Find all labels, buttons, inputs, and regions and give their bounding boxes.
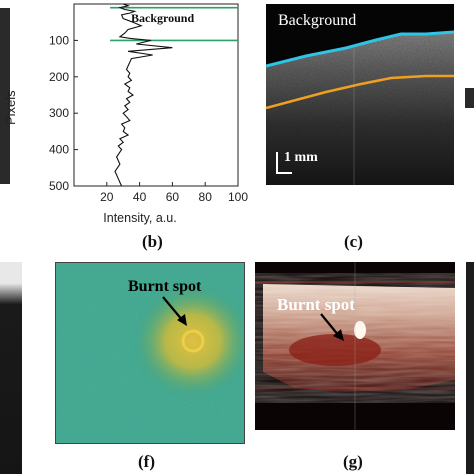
x-tick-label: 60 <box>166 190 180 204</box>
panel-f-burnt-label: Burnt spot <box>128 278 202 295</box>
panel-b-xlabel: Intensity, a.u. <box>103 211 177 225</box>
panel-b-chart: 100 200 300 400 500 20 40 60 80 100 <box>49 3 248 204</box>
panel-g-burnt-label: Burnt spot <box>277 295 355 314</box>
surface-boundary <box>266 30 454 68</box>
panel-a-fragment <box>0 8 10 184</box>
panel-h-fragment <box>466 262 474 474</box>
panel-g-arrow <box>320 313 344 341</box>
panel-g-caption: (g) <box>343 452 363 471</box>
intensity-profile-line <box>114 3 173 187</box>
panel-f-arrow <box>162 296 187 326</box>
panel-c-scale-bar <box>276 152 292 174</box>
panel-c-scan <box>266 30 454 185</box>
panel-f-caption: (f) <box>138 452 155 471</box>
panel-e-fragment <box>0 262 22 474</box>
x-tick-label: 100 <box>228 190 248 204</box>
y-tick-label: 400 <box>49 143 69 157</box>
panel-d-fragment <box>465 88 474 108</box>
x-tick-label: 40 <box>133 190 147 204</box>
panel-b-background-label: Background <box>131 11 195 25</box>
panel-c-caption: (c) <box>344 232 363 251</box>
panel-g-image <box>255 262 455 430</box>
panel-f-image <box>55 262 245 444</box>
plot-frame <box>73 3 239 187</box>
panel-f-map <box>56 263 244 443</box>
y-tick-label: 100 <box>49 33 69 47</box>
panel-c-image <box>266 4 454 185</box>
panel-b-ylabel: Pixels <box>3 90 18 125</box>
panel-c-scale-label: 1 mm <box>284 150 318 165</box>
x-tick-label: 80 <box>199 190 213 204</box>
panel-g-volume <box>255 262 455 430</box>
panel-c-background-label: Background <box>278 12 357 29</box>
y-tick-label: 300 <box>49 106 69 120</box>
y-tick-label: 500 <box>49 179 69 193</box>
panel-b-caption: (b) <box>142 232 163 251</box>
y-tick-label: 200 <box>49 70 69 84</box>
layer-boundary <box>266 74 454 110</box>
x-tick-label: 20 <box>100 190 114 204</box>
